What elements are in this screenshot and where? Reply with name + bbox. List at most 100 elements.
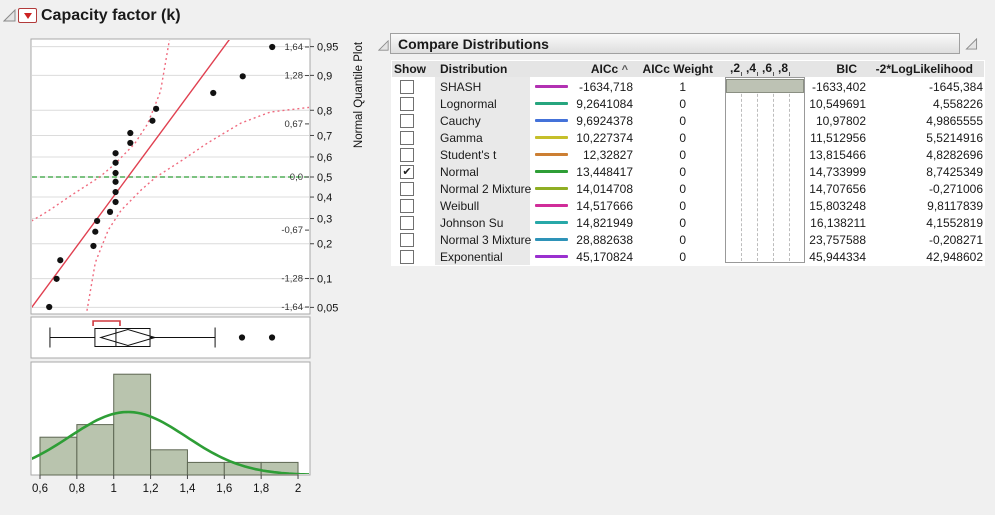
- show-checkbox[interactable]: [400, 114, 414, 128]
- show-checkbox[interactable]: [400, 97, 414, 111]
- table-row[interactable]: Lognormal 9,2641084 0 10,549691 4,558226: [392, 95, 985, 112]
- distribution-plots[interactable]: 1,64 1,28 0,67 0,0 -0,67 -1,28 -1,64 0,95 0,9 0,8…: [0, 0, 380, 515]
- data-point[interactable]: [57, 257, 64, 264]
- histogram[interactable]: [30, 361, 311, 476]
- distribution-name-cell[interactable]: SHASH: [435, 78, 530, 95]
- distribution-name-cell[interactable]: Normal 2 Mixture: [435, 180, 531, 197]
- distribution-color-swatch: [535, 119, 568, 122]
- column-header-aicc[interactable]: AICc ^: [590, 62, 628, 76]
- table-row[interactable]: Weibull 14,517666 0 15,803248 9,8117839: [392, 197, 985, 214]
- compare-resize-icon[interactable]: [965, 38, 978, 50]
- distribution-name-cell[interactable]: Normal 3 Mixture: [435, 231, 531, 248]
- distribution-name-cell[interactable]: Weibull: [435, 197, 530, 214]
- histogram-bar[interactable]: [150, 449, 188, 476]
- histogram-bar[interactable]: [76, 424, 115, 476]
- quantile-gridlines: [32, 46, 309, 308]
- outline-collapse-icon[interactable]: [3, 9, 16, 22]
- data-point[interactable]: [239, 73, 246, 80]
- data-point[interactable]: [112, 150, 119, 157]
- aicc-weight-bar: [726, 79, 804, 93]
- svg-text:0,4: 0,4: [317, 192, 332, 204]
- table-row[interactable]: Normal 3 Mixture 28,882638 0 23,757588 -0,20…: [392, 231, 985, 248]
- page-title: Capacity factor (k): [41, 7, 181, 24]
- bic-value: -1633,402: [811, 80, 866, 94]
- mean-diamond: [99, 328, 157, 347]
- distribution-name-cell[interactable]: Johnson Su: [435, 214, 530, 231]
- aicc-weight-value: 0: [679, 131, 686, 145]
- table-row[interactable]: ✔ Normal 13,448417 0 14,733999 8,7425349: [392, 163, 985, 180]
- data-point[interactable]: [210, 89, 217, 97]
- data-point[interactable]: [269, 43, 276, 51]
- data-point[interactable]: [112, 198, 119, 206]
- aicc-value: 9,6924378: [576, 114, 633, 128]
- red-triangle-menu-button[interactable]: [18, 8, 37, 23]
- show-checkbox[interactable]: [400, 216, 414, 230]
- show-checkbox[interactable]: [400, 148, 414, 162]
- table-row[interactable]: Gamma 10,227374 0 11,512956 5,5214916: [392, 129, 985, 146]
- svg-text:1,4: 1,4: [179, 483, 196, 495]
- table-row[interactable]: Exponential 45,170824 0 45,944334 42,948602: [392, 248, 985, 265]
- distribution-name: Exponential: [440, 250, 503, 264]
- data-point[interactable]: [53, 275, 60, 282]
- distribution-name: Gamma: [440, 131, 483, 145]
- distribution-color-swatch: [535, 85, 568, 88]
- data-point[interactable]: [90, 242, 97, 250]
- data-point[interactable]: [94, 217, 101, 225]
- svg-text:0,9: 0,9: [317, 70, 332, 82]
- table-row[interactable]: SHASH -1634,718 1 -1633,402 -1645,384: [392, 78, 985, 95]
- column-header-loglik[interactable]: -2*LogLikelihood: [875, 62, 973, 76]
- data-point[interactable]: [106, 208, 114, 215]
- data-point[interactable]: [46, 303, 53, 311]
- data-point[interactable]: [112, 188, 119, 196]
- compare-collapse-icon[interactable]: [378, 40, 389, 51]
- table-row[interactable]: Cauchy 9,6924378 0 10,97802 4,9865555: [392, 112, 985, 129]
- column-header-aicc-weight[interactable]: AICc Weight: [642, 62, 713, 76]
- weight-scale-label: ,8: [777, 61, 788, 75]
- compare-table-header-band: [392, 61, 984, 77]
- data-point[interactable]: [127, 129, 134, 137]
- show-checkbox[interactable]: ✔: [400, 165, 414, 179]
- distribution-name-cell[interactable]: Student's t: [435, 146, 530, 163]
- distribution-name-cell[interactable]: Gamma: [435, 129, 530, 146]
- compare-distributions-titlebar[interactable]: Compare Distributions: [390, 33, 960, 54]
- data-point[interactable]: [149, 117, 156, 124]
- weight-gridline: [773, 79, 774, 261]
- quantile-data-points[interactable]: [46, 43, 276, 311]
- table-row[interactable]: Student's t 12,32827 0 13,815466 4,8282696: [392, 146, 985, 163]
- data-point[interactable]: [92, 228, 99, 235]
- show-checkbox[interactable]: [400, 199, 414, 213]
- show-checkbox[interactable]: [400, 182, 414, 196]
- column-header-distribution[interactable]: Distribution: [440, 62, 508, 76]
- table-row[interactable]: Normal 2 Mixture 14,014708 0 14,707656 -0,27…: [392, 180, 985, 197]
- distribution-name-cell[interactable]: Exponential: [435, 248, 530, 265]
- distribution-name-cell[interactable]: Cauchy: [435, 112, 530, 129]
- column-header-show[interactable]: Show: [394, 62, 426, 76]
- show-checkbox[interactable]: [400, 131, 414, 145]
- data-point[interactable]: [153, 105, 160, 112]
- aicc-value: 10,227374: [576, 131, 633, 145]
- column-header-bic[interactable]: BIC: [836, 62, 857, 76]
- data-point[interactable]: [112, 159, 119, 166]
- box-plot[interactable]: [30, 316, 311, 359]
- distribution-name: Johnson Su: [440, 216, 504, 230]
- data-point[interactable]: [112, 178, 119, 185]
- quantile-axis-labels: 1,64 1,28 0,67 0,0 -0,67 -1,28 -1,64: [281, 42, 309, 313]
- table-row[interactable]: Johnson Su 14,821949 0 16,138211 4,1552819: [392, 214, 985, 231]
- aicc-value: 28,882638: [576, 233, 633, 247]
- distribution-color-swatch: [535, 187, 568, 190]
- loglik-value: 4,9865555: [926, 114, 983, 128]
- outlier-point[interactable]: [238, 334, 246, 341]
- outlier-point[interactable]: [268, 334, 276, 341]
- distribution-name-cell[interactable]: Normal: [435, 163, 530, 180]
- data-point[interactable]: [112, 169, 119, 177]
- distribution-name-cell[interactable]: Lognormal: [435, 95, 530, 112]
- show-checkbox[interactable]: [400, 250, 414, 264]
- histogram-bar[interactable]: [186, 461, 225, 476]
- histogram-bar[interactable]: [113, 373, 152, 476]
- show-checkbox[interactable]: [400, 233, 414, 247]
- weight-gridline: [741, 79, 742, 261]
- weight-scale-tick: [757, 72, 758, 76]
- normal-quantile-plot[interactable]: 1,64 1,28 0,67 0,0 -0,67 -1,28 -1,64 0,95 0,9 0,8…: [0, 0, 365, 316]
- show-checkbox[interactable]: [400, 80, 414, 94]
- data-point[interactable]: [127, 139, 134, 147]
